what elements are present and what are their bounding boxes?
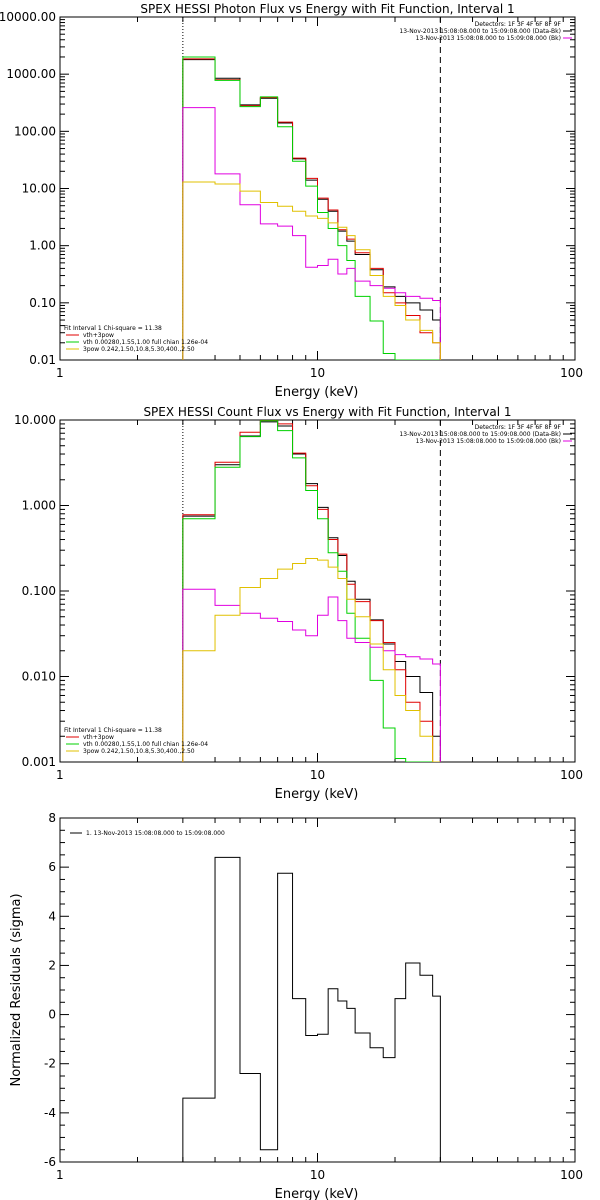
fit-legend-line: 3pow 0.242,1.50,10.8,5.30,400.,2.50 — [83, 346, 195, 353]
info-line: Detectors: 1F 3F 4F 6F 8F 9F — [475, 21, 562, 28]
y-tick-label: 0.001 — [22, 755, 56, 769]
info-line: Detectors: 1F 3F 4F 6F 8F 9F — [475, 424, 562, 431]
y-tick-label: 1000.00 — [6, 67, 56, 81]
series-line-0 — [182, 856, 441, 1162]
x-axis-label: Energy (keV) — [275, 787, 359, 802]
y-tick-label: 0.010 — [22, 670, 56, 684]
series-line-4 — [182, 181, 441, 360]
y-tick-label: -2 — [44, 1057, 56, 1071]
fit-legend-line: vth 0.00280,1.55,1.00 full chian 1.26e-0… — [83, 741, 208, 748]
y-tick-label: 8 — [48, 811, 56, 825]
x-tick-label: 100 — [560, 768, 583, 782]
fit-legend-line: Fit Interval 1 Chi-square = 11.38 — [64, 325, 162, 332]
fit-legend-line: vth+3pow — [83, 332, 114, 339]
y-tick-label: 0 — [48, 1008, 56, 1022]
count-flux-panel: SPEX HESSI Count Flux vs Energy with Fit… — [14, 405, 583, 802]
series-line-4 — [182, 557, 441, 762]
y-tick-label: -6 — [44, 1155, 56, 1169]
y-tick-label: 0.10 — [29, 296, 56, 310]
x-tick-label: 100 — [560, 366, 583, 380]
y-tick-label: 10.000 — [14, 413, 56, 427]
x-tick-label: 1 — [56, 768, 64, 782]
fit-legend-line: 3pow 0.242,1.50,10.8,5.30,400.,2.50 — [83, 748, 195, 755]
x-tick-label: 10 — [310, 366, 325, 380]
chart-title: SPEX HESSI Photon Flux vs Energy with Fi… — [140, 2, 514, 16]
info-line: 13-Nov-2013 15:08:08.000 to 15:09:08.000… — [399, 28, 561, 35]
legend-entry: 1. 13-Nov-2013 15:08:08.000 to 15:09:08.… — [86, 830, 225, 837]
y-tick-label: 10.00 — [22, 182, 56, 196]
x-axis-label: Energy (keV) — [275, 1187, 359, 1200]
y-tick-label: 1.00 — [29, 239, 56, 253]
y-tick-label: 1.000 — [22, 499, 56, 513]
chart-title: SPEX HESSI Count Flux vs Energy with Fit… — [143, 405, 511, 419]
info-line: 13-Nov-2013 15:08:08.000 to 15:09:08.000… — [399, 431, 561, 438]
y-tick-label: 6 — [48, 860, 56, 874]
y-axis-label: Normalized Residuals (sigma) — [9, 893, 24, 1086]
y-tick-label: 2 — [48, 958, 56, 972]
info-line: 13-Nov-2013 15:08:08.000 to 15:09:08.000… — [416, 35, 561, 42]
x-tick-label: 1 — [56, 1168, 64, 1182]
fit-legend-line: vth 0.00280,1.55,1.00 full chian 1.26e-0… — [83, 339, 208, 346]
x-tick-label: 100 — [560, 1168, 583, 1182]
x-tick-label: 1 — [56, 366, 64, 380]
series-line-2 — [182, 420, 441, 762]
info-line: 13-Nov-2013 15:08:08.000 to 15:09:08.000… — [416, 438, 561, 445]
series-line-3 — [182, 107, 441, 360]
y-tick-label: 0.01 — [29, 353, 56, 367]
y-tick-label: 10000.00 — [0, 10, 56, 24]
y-tick-label: 4 — [48, 909, 56, 923]
fit-legend-line: Fit Interval 1 Chi-square = 11.38 — [64, 727, 162, 734]
y-tick-label: 0.100 — [22, 584, 56, 598]
x-tick-label: 10 — [310, 768, 325, 782]
series-line-3 — [182, 588, 441, 762]
photon-flux-panel: SPEX HESSI Photon Flux vs Energy with Fi… — [0, 2, 583, 400]
x-tick-label: 10 — [310, 1168, 325, 1182]
y-tick-label: 100.00 — [14, 124, 56, 138]
y-tick-label: -4 — [44, 1106, 56, 1120]
residuals-panel: 1 10 100 Energy (keV) -6 -4 -2 0 2 4 6 8 Normalized … — [9, 811, 583, 1200]
fit-legend-line: vth+3pow — [83, 734, 114, 741]
x-axis-label: Energy (keV) — [275, 385, 359, 400]
